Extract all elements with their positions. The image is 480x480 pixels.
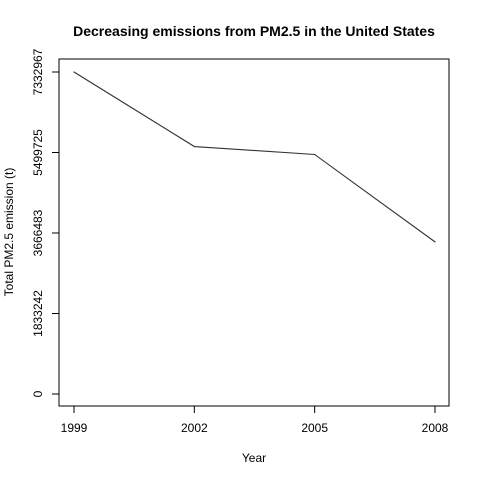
y-tick-label: 7332967 <box>31 48 45 95</box>
y-tick-label: 1833242 <box>31 290 45 337</box>
series-layer <box>73 71 436 243</box>
y-tick-label: 0 <box>31 390 45 397</box>
x-tick-label: 2002 <box>181 421 208 435</box>
series-line <box>73 71 436 243</box>
data-point <box>193 145 195 148</box>
y-axis-label: Total PM2.5 emission (t) <box>2 168 16 297</box>
x-tick-label: 2005 <box>301 421 328 435</box>
data-point <box>434 241 436 243</box>
data-point <box>73 71 75 73</box>
x-axis-label: Year <box>242 451 266 465</box>
y-axis: 0 1833242 3666483 5499725 7332967 <box>31 48 60 397</box>
x-axis: 1999 2002 2005 2008 <box>61 405 449 435</box>
x-tick-label: 2008 <box>422 421 449 435</box>
data-point <box>314 153 316 156</box>
chart-title: Decreasing emissions from PM2.5 in the U… <box>73 23 435 39</box>
y-tick-label: 3666483 <box>31 209 45 256</box>
y-tick-label: 5499725 <box>31 129 45 176</box>
x-tick-label: 1999 <box>61 421 88 435</box>
